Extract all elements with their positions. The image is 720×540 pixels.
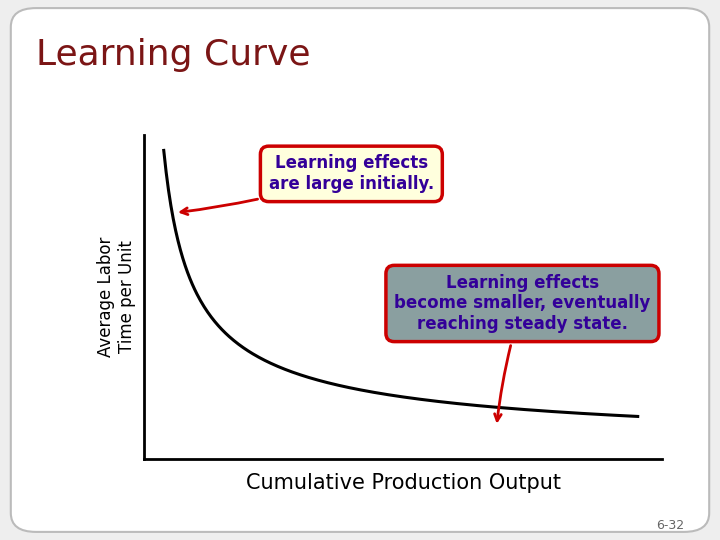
Y-axis label: Average Labor
Time per Unit: Average Labor Time per Unit — [97, 237, 135, 357]
Text: Learning effects
become smaller, eventually
reaching steady state.: Learning effects become smaller, eventua… — [395, 274, 651, 421]
Text: Learning Curve: Learning Curve — [36, 38, 310, 72]
X-axis label: Cumulative Production Output: Cumulative Production Output — [246, 473, 561, 493]
Text: Learning effects
are large initially.: Learning effects are large initially. — [181, 154, 434, 214]
Text: 6-32: 6-32 — [656, 519, 684, 532]
